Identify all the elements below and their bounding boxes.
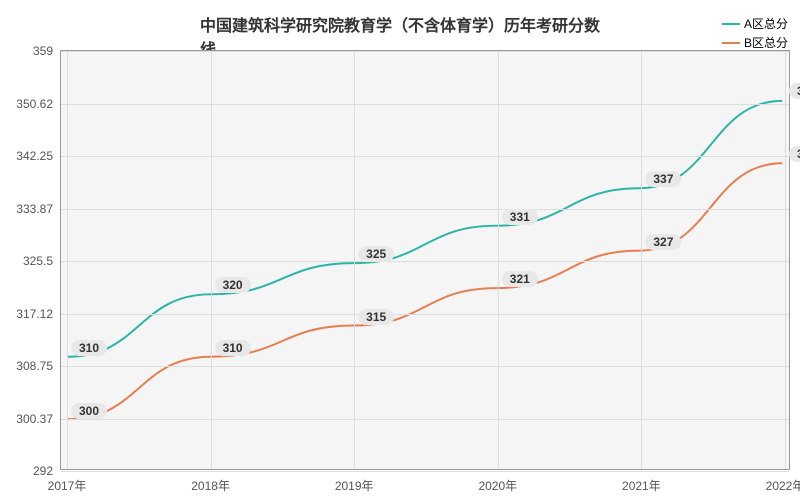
grid-line-v bbox=[498, 51, 499, 469]
x-axis-label: 2019年 bbox=[335, 477, 374, 494]
x-axis-label: 2021年 bbox=[622, 477, 661, 494]
y-axis-label: 292 bbox=[33, 464, 53, 478]
y-axis-label: 342.25 bbox=[16, 149, 53, 163]
data-point-label: 351 bbox=[789, 83, 800, 99]
data-point-label: 300 bbox=[71, 403, 107, 419]
grid-line-h bbox=[61, 104, 789, 105]
grid-line-h bbox=[61, 209, 789, 210]
x-axis-label: 2022年 bbox=[766, 477, 800, 494]
grid-line-h bbox=[61, 471, 789, 472]
grid-line-v bbox=[211, 51, 212, 469]
data-point-label: 325 bbox=[358, 246, 394, 262]
x-axis-label: 2017年 bbox=[48, 477, 87, 494]
y-axis-label: 325.5 bbox=[23, 254, 53, 268]
legend-item-b: B区总分 bbox=[722, 34, 788, 51]
legend-swatch-a bbox=[722, 23, 740, 25]
series-line bbox=[68, 163, 783, 419]
y-axis-label: 308.75 bbox=[16, 359, 53, 373]
data-point-label: 321 bbox=[502, 271, 538, 287]
grid-line-h bbox=[61, 366, 789, 367]
grid-line-h bbox=[61, 51, 789, 52]
data-point-label: 315 bbox=[358, 309, 394, 325]
plot-area: 292300.37308.75317.12325.5333.87342.2535… bbox=[60, 50, 790, 470]
data-point-label: 327 bbox=[645, 234, 681, 250]
data-point-label: 310 bbox=[215, 340, 251, 356]
legend-label-b: B区总分 bbox=[744, 34, 788, 51]
series-line bbox=[68, 101, 783, 357]
legend-swatch-b bbox=[722, 42, 740, 44]
grid-line-h bbox=[61, 419, 789, 420]
data-point-label: 341 bbox=[789, 146, 800, 162]
grid-line-h bbox=[61, 261, 789, 262]
grid-line-h bbox=[61, 156, 789, 157]
grid-line-v bbox=[785, 51, 786, 469]
y-axis-label: 350.62 bbox=[16, 97, 53, 111]
x-axis-label: 2020年 bbox=[478, 477, 517, 494]
y-axis-label: 333.87 bbox=[16, 202, 53, 216]
chart-container: 中国建筑科学研究院教育学（不含体育学）历年考研分数线 A区总分 B区总分 292… bbox=[0, 0, 800, 500]
data-point-label: 331 bbox=[502, 209, 538, 225]
grid-line-h bbox=[61, 314, 789, 315]
y-axis-label: 317.12 bbox=[16, 307, 53, 321]
legend-item-a: A区总分 bbox=[722, 15, 788, 32]
grid-line-v bbox=[354, 51, 355, 469]
chart-lines-svg bbox=[61, 51, 789, 469]
data-point-label: 320 bbox=[215, 277, 251, 293]
data-point-label: 310 bbox=[71, 340, 107, 356]
data-point-label: 337 bbox=[645, 171, 681, 187]
y-axis-label: 300.37 bbox=[16, 412, 53, 426]
legend-label-a: A区总分 bbox=[744, 15, 788, 32]
y-axis-label: 359 bbox=[33, 44, 53, 58]
grid-line-v bbox=[67, 51, 68, 469]
legend: A区总分 B区总分 bbox=[722, 15, 788, 53]
x-axis-label: 2018年 bbox=[191, 477, 230, 494]
grid-line-v bbox=[641, 51, 642, 469]
